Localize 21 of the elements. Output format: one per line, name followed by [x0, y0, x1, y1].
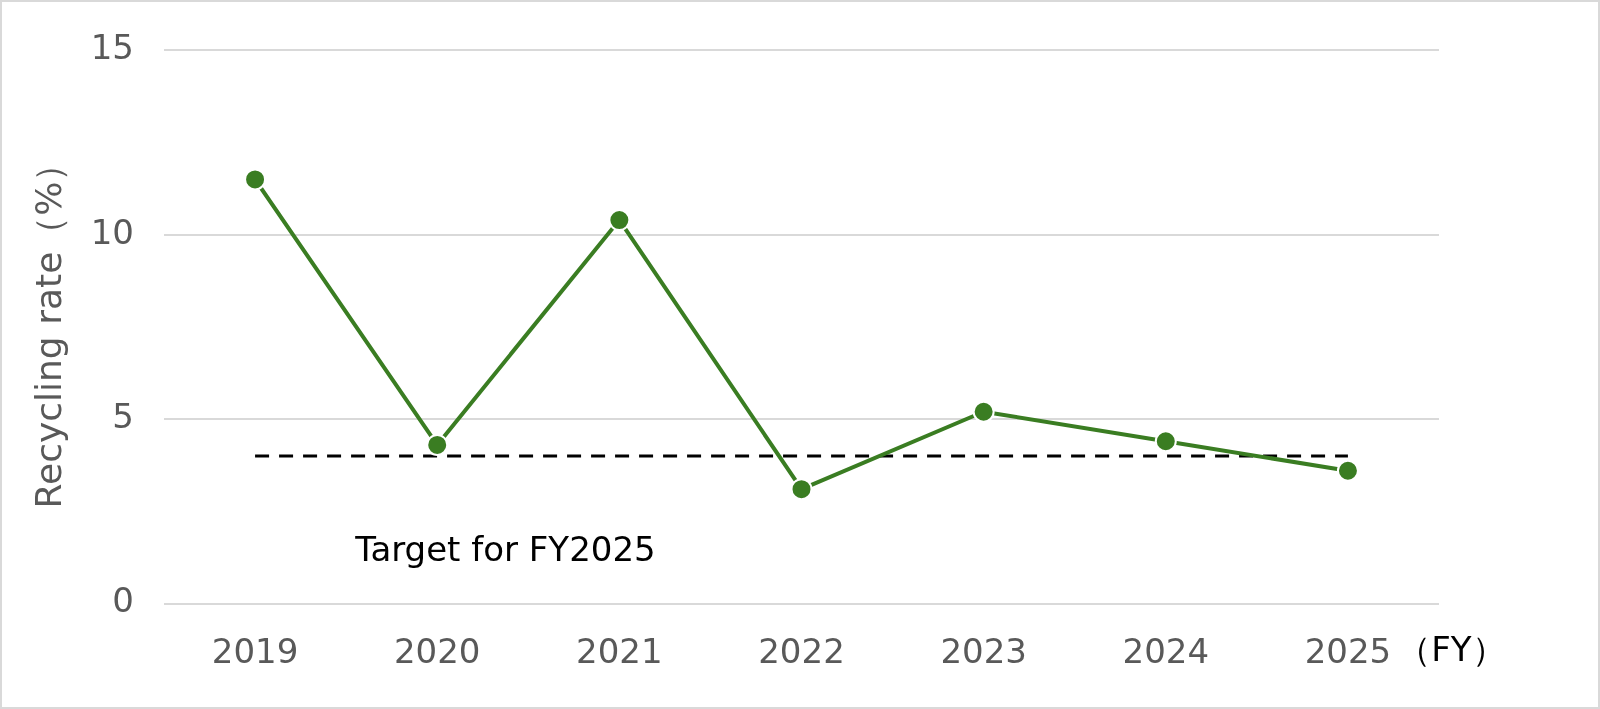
point [1154, 430, 1177, 453]
point [244, 168, 267, 191]
point [608, 209, 631, 232]
x-tick-label: 2024 [1122, 630, 1210, 671]
x-tick-label: 2020 [393, 630, 481, 671]
point [1336, 459, 1359, 482]
y-tick-label: 0 [112, 580, 134, 621]
x-tick-label: 2025 [1304, 630, 1392, 671]
ref-line-label: Target for FY2025 [354, 528, 656, 569]
x-tick-label: 2021 [576, 630, 663, 671]
y-axis-title: Recycling rate（%） [27, 145, 69, 509]
x-tick-label: 2022 [758, 630, 845, 671]
x-axis-title: （FY） [1397, 628, 1506, 669]
y-tick-label: 15 [90, 27, 134, 68]
y-tick-label: 10 [90, 211, 134, 252]
y-tick-label: 5 [112, 395, 134, 436]
point [426, 433, 449, 456]
point [790, 478, 813, 501]
x-tick-label: 2023 [940, 630, 1027, 671]
point [972, 400, 995, 423]
x-tick-label: 2019 [211, 630, 299, 671]
